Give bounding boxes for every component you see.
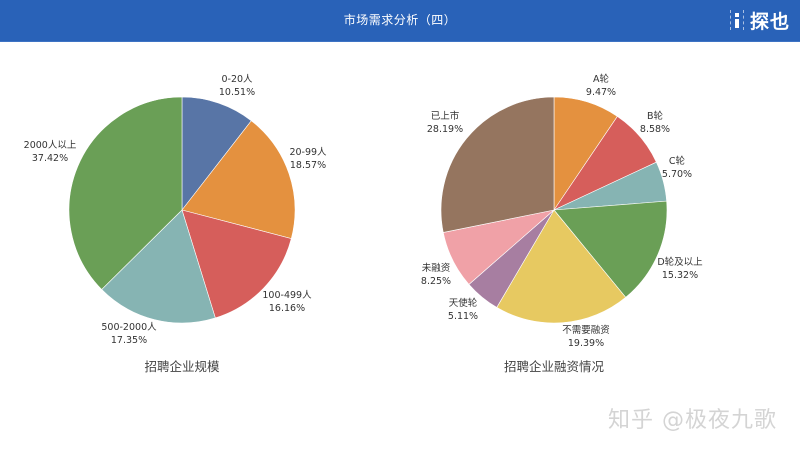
- funding-chart-title: 招聘企业融资情况: [504, 359, 605, 374]
- slice-label: 2000人以上: [24, 140, 77, 151]
- company-size-pie-chart: 0-20人 10.51% 20-99人 18.57% 100-499人 16.16% 500…: [24, 74, 327, 346]
- brand-logo: 探也: [729, 6, 790, 34]
- slice-percent-label: 18.57%: [290, 160, 326, 171]
- logo-mark-icon: [729, 10, 744, 30]
- slice-label: A轮: [593, 73, 609, 85]
- slice-label: 已上市: [431, 110, 460, 122]
- slice-percent-label: 37.42%: [32, 153, 68, 164]
- slice-label: 100-499人: [262, 290, 312, 301]
- slice-percent-label: 16.16%: [269, 303, 305, 314]
- slice-label: 500-2000人: [101, 322, 157, 333]
- slice-label: B轮: [647, 110, 664, 122]
- logo-text: 探也: [749, 10, 790, 33]
- slice-percent-label: 28.19%: [427, 124, 463, 135]
- slice-label: 20-99人: [289, 147, 327, 158]
- slice-percent-label: 5.70%: [662, 169, 692, 180]
- slice-percent-label: 8.58%: [640, 124, 670, 135]
- pie-slice: [68, 96, 183, 290]
- slice-label: 未融资: [422, 262, 451, 274]
- pie-slice: [553, 200, 668, 298]
- company-size-chart-title: 招聘企业规模: [144, 359, 220, 374]
- slice-label: 不需要融资: [562, 325, 610, 336]
- pie-slice: [181, 96, 252, 211]
- slice-label: 0-20人: [221, 74, 253, 85]
- funding-stage-pie-chart: A轮 9.47% B轮 8.58% C轮 5.70% D轮及以上 15.32% 不需要融资 19.…: [421, 73, 703, 349]
- slice-label: D轮及以上: [657, 256, 703, 268]
- pie-slice: [101, 209, 216, 324]
- pie-slice: [440, 96, 555, 233]
- slice-label: C轮: [669, 155, 686, 167]
- pie-slice: [181, 209, 292, 319]
- slice-percent-label: 17.35%: [111, 335, 147, 346]
- slice-percent-label: 10.51%: [219, 87, 255, 98]
- slice-percent-label: 5.11%: [448, 311, 478, 322]
- pie-slice: [181, 120, 296, 239]
- slice-label: 天使轮: [449, 297, 478, 309]
- pie-slice: [496, 209, 627, 324]
- header-bar: 市场需求分析（四） 探也: [0, 0, 800, 42]
- page-title: 市场需求分析（四）: [343, 13, 457, 27]
- slice-percent-label: 9.47%: [586, 87, 616, 98]
- slice-percent-label: 19.39%: [568, 338, 604, 349]
- watermark-text: 知乎 @极夜九歌: [608, 408, 777, 433]
- slice-percent-label: 8.25%: [421, 276, 451, 287]
- slice-percent-label: 15.32%: [662, 270, 698, 281]
